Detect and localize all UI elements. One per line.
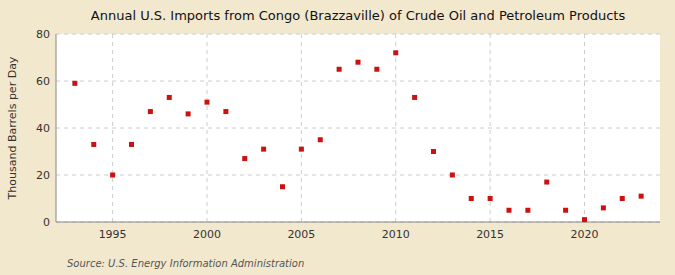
y-axis-label: Thousand Barrels per Day [6,56,19,200]
point [469,196,474,201]
point [356,60,361,65]
point [223,109,228,114]
grid-line [56,81,660,82]
point [544,180,549,185]
point [639,194,644,199]
tick-label: 2020 [571,228,599,241]
point [507,208,512,213]
point [129,142,134,147]
tick-label: 2000 [193,228,221,241]
point [261,147,266,152]
point [450,173,455,178]
tick-label: 0 [43,216,50,229]
grid-line [395,34,396,222]
y-axis [56,34,57,222]
tick-label: 60 [36,75,50,88]
tick-label: 2010 [382,228,410,241]
point [601,205,606,210]
x-axis [56,222,660,223]
grid-line [584,34,585,222]
title: Annual U.S. Imports from Congo (Brazzavi… [91,8,626,23]
grid [56,34,660,222]
plot-area [56,34,660,222]
point [91,142,96,147]
point [242,156,247,161]
point [374,67,379,72]
grid-line [490,34,491,222]
point [393,50,398,55]
point [318,137,323,142]
tick-label: 2015 [476,228,504,241]
tick-label: 80 [36,28,50,41]
background [0,0,675,275]
point [205,100,210,105]
source: Source: U.S. Energy Information Administ… [67,258,304,269]
point [412,95,417,100]
point [148,109,153,114]
point [582,217,587,222]
grid-line [56,175,660,176]
point [186,111,191,116]
point [620,196,625,201]
tick-label: 1995 [99,228,127,241]
point [299,147,304,152]
tick-label: 20 [36,169,50,182]
point [72,81,77,86]
grid-line [301,34,302,222]
grid-line [207,34,208,222]
points [72,50,643,222]
grid-line [56,34,660,35]
point [167,95,172,100]
point [280,184,285,189]
tick-label: 40 [36,122,50,135]
grid-line [112,34,113,222]
point [563,208,568,213]
point [525,208,530,213]
point [110,173,115,178]
chart: 0 20 40 60 80 1995 2000 2005 2010 2015 2020 Annual … [0,0,675,275]
grid-line [56,128,660,129]
ticks: 0 20 40 60 80 1995 2000 2005 2010 2015 2020 [36,28,599,241]
tick-label: 2005 [287,228,315,241]
grid-line [56,222,660,223]
point [431,149,436,154]
point [337,67,342,72]
point [488,196,493,201]
